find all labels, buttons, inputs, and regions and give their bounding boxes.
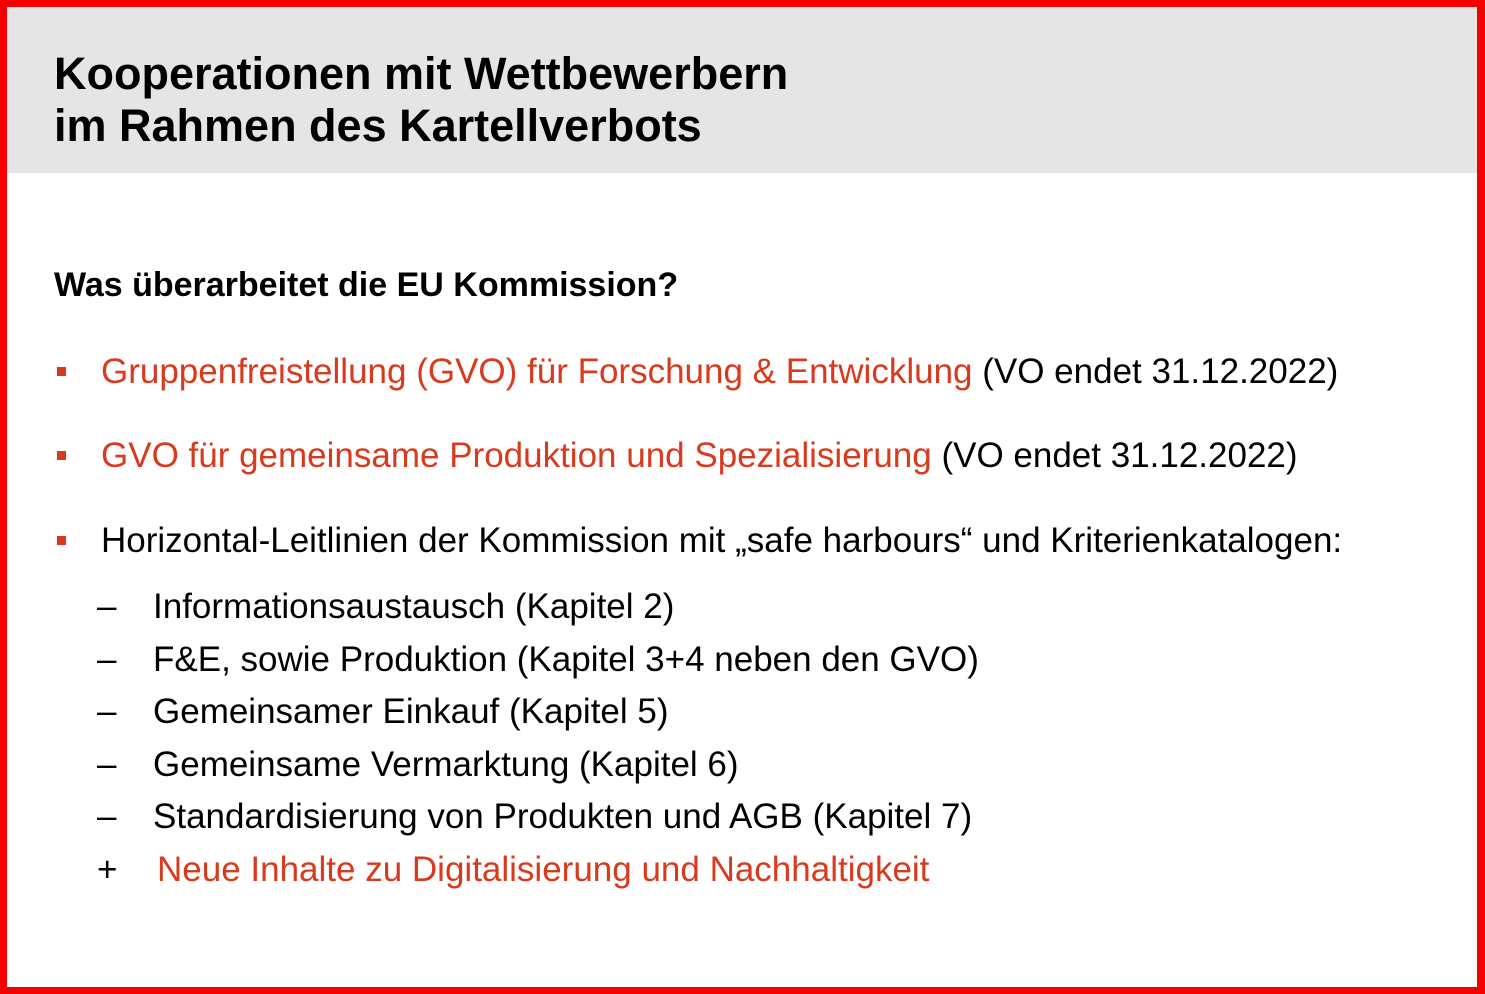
dash-marker: – [97, 745, 117, 784]
sub-item-text: Gemeinsame Vermarktung (Kapitel 6) [153, 745, 739, 784]
bullet-text: Horizontal-Leitlinien der Kommission mit… [101, 521, 1343, 560]
dash-marker: – [97, 797, 117, 836]
square-bullet-icon [57, 367, 66, 376]
bullet-highlight: GVO für gemeinsame Produktion und Spezia… [101, 436, 932, 475]
dash-marker: – [97, 587, 117, 626]
title-line-2: im Rahmen des Kartellverbots [54, 100, 702, 151]
title-line-1: Kooperationen mit Wettbewerbern [54, 48, 789, 99]
slide-title: Kooperationen mit Wettbewerbern im Rahme… [54, 48, 788, 152]
title-bar [7, 7, 1477, 173]
sub-item-text: Gemeinsamer Einkauf (Kapitel 5) [153, 692, 669, 731]
sub-item-text-highlight: Neue Inhalte zu Digitalisierung und Nach… [157, 850, 930, 889]
dash-marker: – [97, 640, 117, 679]
sub-item-text: F&E, sowie Produktion (Kapitel 3+4 neben… [153, 640, 979, 679]
dash-marker: – [97, 692, 117, 731]
square-bullet-icon [57, 536, 66, 545]
square-bullet-icon [57, 451, 66, 460]
sub-item-text: Standardisierung von Produkten und AGB (… [153, 797, 973, 836]
bullet-highlight: Gruppenfreistellung (GVO) für Forschung … [101, 352, 973, 391]
bullet-text: (VO endet 31.12.2022) [972, 352, 1339, 391]
plus-marker: + [97, 850, 118, 889]
section-heading: Was überarbeitet die EU Kommission? [54, 266, 679, 304]
bullet-text: (VO endet 31.12.2022) [931, 436, 1298, 475]
sub-item-text: Informationsaustausch (Kapitel 2) [153, 587, 675, 626]
